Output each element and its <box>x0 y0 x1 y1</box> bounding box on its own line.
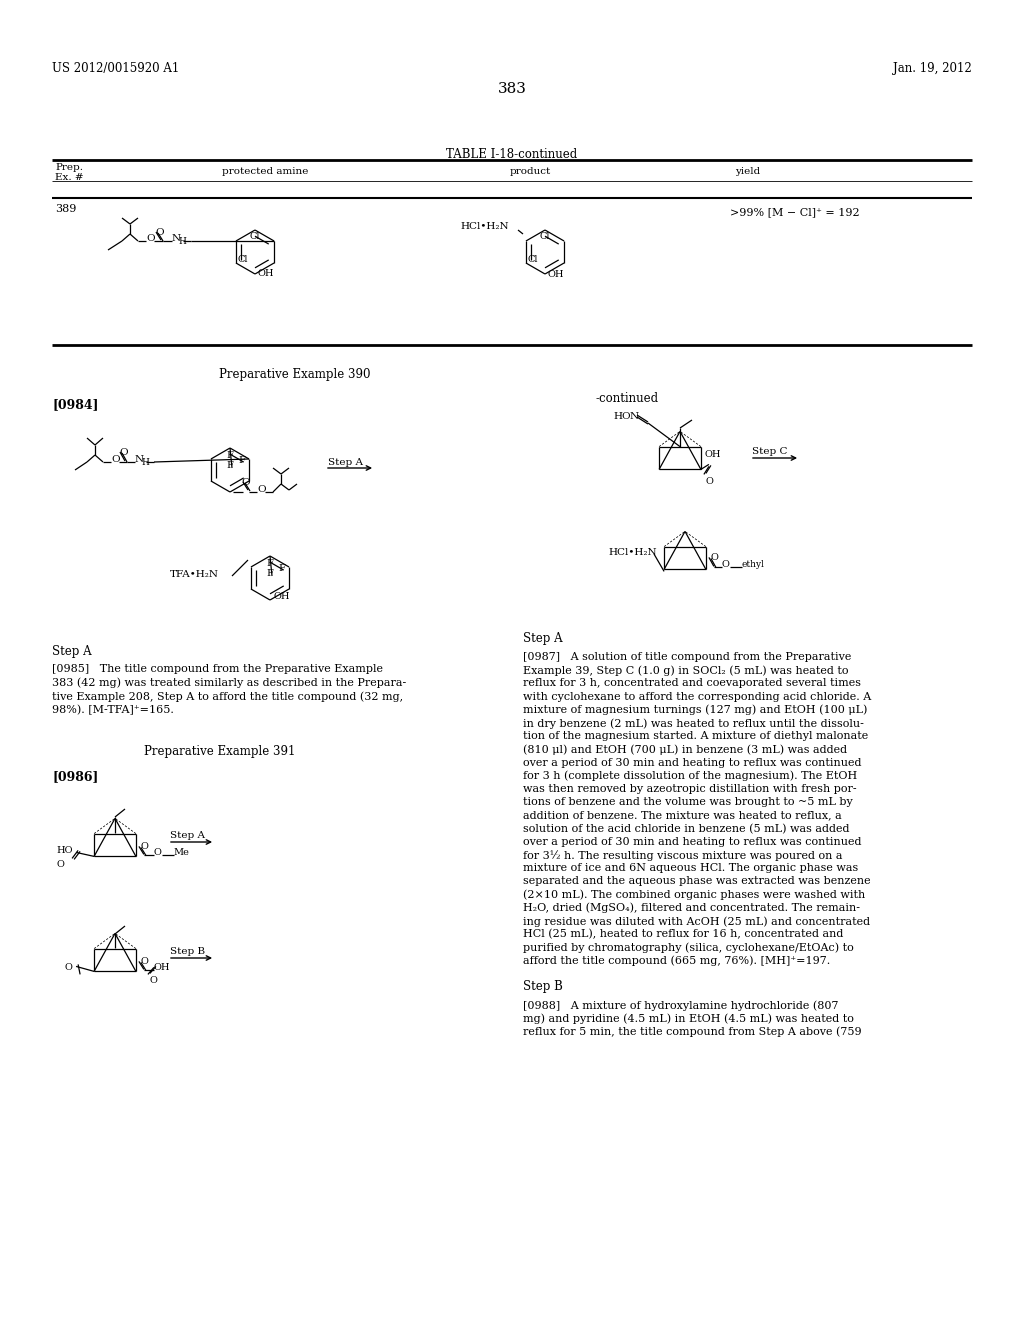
Text: F: F <box>226 461 232 470</box>
Text: O: O <box>257 484 265 494</box>
Text: F: F <box>266 558 272 568</box>
Text: F: F <box>266 569 272 578</box>
Text: O: O <box>111 455 120 465</box>
Text: separated and the aqueous phase was extracted was benzene: separated and the aqueous phase was extr… <box>523 876 870 887</box>
Text: for 3 h (complete dissolution of the magnesium). The EtOH: for 3 h (complete dissolution of the mag… <box>523 771 857 781</box>
Text: O: O <box>141 842 148 851</box>
Text: Cl: Cl <box>238 255 249 264</box>
Text: O: O <box>155 228 164 238</box>
Text: O: O <box>154 849 162 858</box>
Text: reflux for 3 h, concentrated and coevaporated several times: reflux for 3 h, concentrated and coevapo… <box>523 678 861 689</box>
Text: mixture of ice and 6N aqueous HCl. The organic phase was: mixture of ice and 6N aqueous HCl. The o… <box>523 863 858 874</box>
Text: O: O <box>146 234 155 243</box>
Text: Ex. #: Ex. # <box>55 173 84 182</box>
Text: (810 μl) and EtOH (700 μL) in benzene (3 mL) was added: (810 μl) and EtOH (700 μL) in benzene (3… <box>523 744 847 755</box>
Text: O: O <box>56 861 63 870</box>
Text: OH: OH <box>273 591 290 601</box>
Text: F: F <box>238 455 245 465</box>
Text: Prep.: Prep. <box>55 162 83 172</box>
Text: Step A: Step A <box>328 458 362 467</box>
Text: tion of the magnesium started. A mixture of diethyl malonate: tion of the magnesium started. A mixture… <box>523 731 868 742</box>
Text: HO: HO <box>56 846 73 855</box>
Text: reflux for 5 min, the title compound from Step A above (759: reflux for 5 min, the title compound fro… <box>523 1027 861 1038</box>
Text: Jan. 19, 2012: Jan. 19, 2012 <box>893 62 972 75</box>
Text: ethyl: ethyl <box>742 561 765 569</box>
Text: HCl•H₂N: HCl•H₂N <box>460 222 509 231</box>
Text: H₂O, dried (MgSO₄), filtered and concentrated. The remain-: H₂O, dried (MgSO₄), filtered and concent… <box>523 903 860 913</box>
Text: [0986]: [0986] <box>52 770 98 783</box>
Text: tions of benzene and the volume was brought to ~5 mL by: tions of benzene and the volume was brou… <box>523 797 853 808</box>
Text: 383: 383 <box>498 82 526 96</box>
Text: O: O <box>65 964 72 973</box>
Text: protected amine: protected amine <box>222 168 308 176</box>
Text: (2×10 mL). The combined organic phases were washed with: (2×10 mL). The combined organic phases w… <box>523 890 865 900</box>
Text: Preparative Example 390: Preparative Example 390 <box>219 368 371 381</box>
Text: Cl: Cl <box>539 232 550 242</box>
Text: TFA•H₂N: TFA•H₂N <box>170 570 219 579</box>
Text: OH: OH <box>258 269 274 279</box>
Text: OH: OH <box>548 271 564 279</box>
Text: F: F <box>278 564 285 573</box>
Text: O: O <box>711 553 719 562</box>
Text: OH: OH <box>154 964 170 973</box>
Text: in dry benzene (2 mL) was heated to reflux until the dissolu-: in dry benzene (2 mL) was heated to refl… <box>523 718 864 729</box>
Text: [0985]   The title compound from the Preparative Example: [0985] The title compound from the Prepa… <box>52 664 383 675</box>
Text: Cl: Cl <box>249 232 259 242</box>
Text: HO: HO <box>613 412 631 421</box>
Text: [0984]: [0984] <box>52 399 98 411</box>
Text: [0987]   A solution of title compound from the Preparative: [0987] A solution of title compound from… <box>523 652 851 663</box>
Text: purified by chromatography (silica, cyclohexane/EtOAc) to: purified by chromatography (silica, cycl… <box>523 942 854 953</box>
Text: Preparative Example 391: Preparative Example 391 <box>144 744 296 758</box>
Text: H: H <box>141 458 148 467</box>
Text: mixture of magnesium turnings (127 mg) and EtOH (100 μL): mixture of magnesium turnings (127 mg) a… <box>523 705 867 715</box>
Text: O: O <box>119 447 128 457</box>
Text: solution of the acid chloride in benzene (5 mL) was added: solution of the acid chloride in benzene… <box>523 824 850 834</box>
Text: N: N <box>630 412 639 421</box>
Text: mg) and pyridine (4.5 mL) in EtOH (4.5 mL) was heated to: mg) and pyridine (4.5 mL) in EtOH (4.5 m… <box>523 1014 854 1024</box>
Text: afford the title compound (665 mg, 76%). [MH]⁺=197.: afford the title compound (665 mg, 76%).… <box>523 956 830 966</box>
Text: Step A: Step A <box>170 832 205 840</box>
Text: 389: 389 <box>55 205 77 214</box>
Text: Step B: Step B <box>170 946 205 956</box>
Text: for 3½ h. The resulting viscous mixture was poured on a: for 3½ h. The resulting viscous mixture … <box>523 850 843 861</box>
Text: OH: OH <box>705 450 721 459</box>
Text: with cyclohexane to afford the corresponding acid chloride. A: with cyclohexane to afford the correspon… <box>523 692 871 702</box>
Text: O: O <box>141 957 148 966</box>
Text: Step B: Step B <box>523 979 563 993</box>
Text: US 2012/0015920 A1: US 2012/0015920 A1 <box>52 62 179 75</box>
Text: >99% [M − Cl]⁺ = 192: >99% [M − Cl]⁺ = 192 <box>730 207 859 216</box>
Text: product: product <box>509 168 551 176</box>
Text: over a period of 30 min and heating to reflux was continued: over a period of 30 min and heating to r… <box>523 758 861 768</box>
Text: [0988]   A mixture of hydroxylamine hydrochloride (807: [0988] A mixture of hydroxylamine hydroc… <box>523 1001 839 1011</box>
Text: F: F <box>226 451 232 459</box>
Text: Step A: Step A <box>52 645 91 657</box>
Text: HCl•H₂N: HCl•H₂N <box>608 548 656 557</box>
Text: O: O <box>706 478 714 486</box>
Text: Me: Me <box>174 849 189 858</box>
Text: N: N <box>135 455 144 465</box>
Text: Step A: Step A <box>523 632 562 645</box>
Text: TABLE I-18-continued: TABLE I-18-continued <box>446 148 578 161</box>
Text: addition of benzene. The mixture was heated to reflux, a: addition of benzene. The mixture was hea… <box>523 810 842 821</box>
Text: O: O <box>241 478 250 487</box>
Text: HCl (25 mL), heated to reflux for 16 h, concentrated and: HCl (25 mL), heated to reflux for 16 h, … <box>523 929 844 940</box>
Text: 98%). [M-TFA]⁺=165.: 98%). [M-TFA]⁺=165. <box>52 705 174 715</box>
Text: -continued: -continued <box>595 392 658 405</box>
Text: H: H <box>178 238 186 246</box>
Text: 383 (42 mg) was treated similarly as described in the Prepara-: 383 (42 mg) was treated similarly as des… <box>52 677 407 688</box>
Text: Step C: Step C <box>752 447 787 455</box>
Text: tive Example 208, Step A to afford the title compound (32 mg,: tive Example 208, Step A to afford the t… <box>52 690 403 701</box>
Text: Example 39, Step C (1.0 g) in SOCl₂ (5 mL) was heated to: Example 39, Step C (1.0 g) in SOCl₂ (5 m… <box>523 665 849 676</box>
Text: ing residue was diluted with AcOH (25 mL) and concentrated: ing residue was diluted with AcOH (25 mL… <box>523 916 870 927</box>
Text: yield: yield <box>735 168 760 176</box>
Text: over a period of 30 min and heating to reflux was continued: over a period of 30 min and heating to r… <box>523 837 861 847</box>
Text: O: O <box>722 561 730 569</box>
Text: was then removed by azeotropic distillation with fresh por-: was then removed by azeotropic distillat… <box>523 784 857 795</box>
Text: O: O <box>150 977 158 986</box>
Text: Cl: Cl <box>528 255 539 264</box>
Text: N: N <box>172 234 181 243</box>
